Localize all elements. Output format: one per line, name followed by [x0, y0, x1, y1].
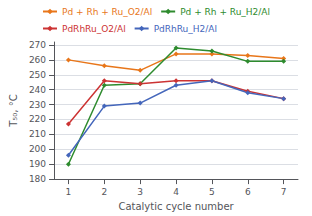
- svg-text:T₅₀, °C: T₅₀, °C: [8, 94, 19, 127]
- svg-text:6: 6: [245, 187, 251, 197]
- svg-text:1: 1: [66, 187, 72, 197]
- svg-text:230: 230: [29, 100, 46, 110]
- svg-text:250: 250: [29, 70, 46, 80]
- svg-text:180: 180: [29, 174, 46, 184]
- svg-text:270: 270: [29, 40, 46, 50]
- svg-text:3: 3: [137, 187, 143, 197]
- svg-text:Pd + Rh + Ru_H2/Al: Pd + Rh + Ru_H2/Al: [180, 7, 270, 17]
- svg-text:5: 5: [209, 187, 215, 197]
- svg-text:4: 4: [173, 187, 179, 197]
- svg-text:240: 240: [29, 85, 46, 95]
- svg-text:190: 190: [29, 159, 46, 169]
- svg-text:220: 220: [29, 114, 46, 124]
- svg-text:210: 210: [29, 129, 46, 139]
- svg-text:2: 2: [101, 187, 107, 197]
- svg-text:PdRhRu_H2/Al: PdRhRu_H2/Al: [154, 24, 217, 34]
- svg-text:PdRhRu_O2/Al: PdRhRu_O2/Al: [62, 24, 126, 34]
- svg-text:260: 260: [29, 55, 46, 65]
- svg-text:7: 7: [281, 187, 287, 197]
- svg-text:Pd + Rh + Ru_O2/Al: Pd + Rh + Ru_O2/Al: [62, 7, 152, 17]
- svg-text:Catalytic cycle number: Catalytic cycle number: [118, 201, 234, 212]
- svg-text:200: 200: [29, 144, 46, 154]
